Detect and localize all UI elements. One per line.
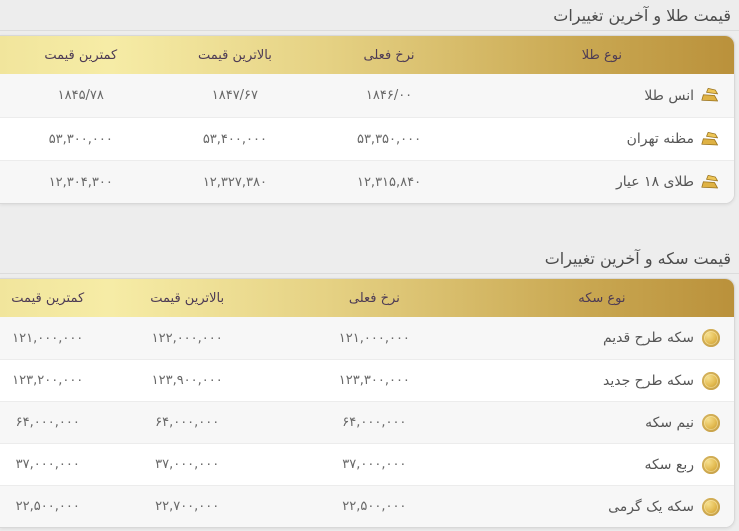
gold-type-label: طلای ۱۸ عیار [615, 174, 694, 190]
table-row-quarter-coin: ربع سکه ۳۷,۰۰۰,۰۰۰ ۳۷,۰۰۰,۰۰۰ ۳۷,۰۰۰,۰۰۰ [0, 443, 734, 485]
current-rate-value: ۱۲۳,۳۰۰,۰۰۰ [338, 373, 410, 388]
table-row-gold-ounce: انس طلا ۱۸۴۶/۰۰ ۱۸۴۷/۶۷ ۱۸۴۵/۷۸ [0, 74, 734, 117]
coin-table-body: سکه طرح قدیم ۱۲۱,۰۰۰,۰۰۰ ۱۲۲,۰۰۰,۰۰۰ ۱۲۱… [0, 317, 734, 527]
coin-table-title: قیمت سکه و آخرین تغییرات [0, 243, 739, 274]
gold-coin-icon [701, 413, 720, 432]
highest-price-value: ۱۲,۳۲۷,۳۸۰ [202, 174, 267, 190]
column-header-gold-type: نوع طلا [581, 47, 623, 63]
gold-coin-icon [701, 497, 720, 516]
gold-coin-icon [701, 371, 720, 390]
gold-table-body: انس طلا ۱۸۴۶/۰۰ ۱۸۴۷/۶۷ ۱۸۴۵/۷۸ مظنه تهر… [0, 74, 734, 203]
current-rate-value: ۱۲۱,۰۰۰,۰۰۰ [338, 330, 410, 346]
highest-price-value: ۱۲۲,۰۰۰,۰۰۰ [151, 330, 223, 346]
coin-type-label: نیم سکه [645, 414, 694, 431]
highest-price-value: ۵۳,۴۰۰,۰۰۰ [202, 131, 267, 147]
coin-type-label: سکه طرح جدید [602, 372, 694, 389]
gold-table-header-row: نوع طلا نرخ فعلی بالاترین قیمت کمترین قی… [0, 36, 734, 74]
current-rate-value: ۳۷,۰۰۰,۰۰۰ [342, 457, 407, 472]
coin-table-header-row: نوع سکه نرخ فعلی بالاترین قیمت کمترین قی… [0, 279, 734, 317]
lowest-price-value: ۱۲,۳۰۴,۳۰۰ [48, 174, 113, 190]
current-rate-value: ۱۸۴۶/۰۰ [365, 88, 413, 103]
coin-price-table: نوع سکه نرخ فعلی بالاترین قیمت کمترین قی… [0, 278, 735, 528]
column-header-current-rate: نرخ فعلی [363, 47, 415, 63]
column-header-current-rate: نرخ فعلی [348, 290, 400, 306]
coin-type-label: سکه یک گرمی [608, 498, 694, 515]
highest-price-value: ۱۲۳,۹۰۰,۰۰۰ [151, 373, 223, 388]
column-header-highest-price: بالاترین قیمت [197, 47, 272, 63]
highest-price-value: ۳۷,۰۰۰,۰۰۰ [155, 457, 220, 472]
lowest-price-value: ۱۸۴۵/۷۸ [57, 88, 104, 103]
gold-table-title: قیمت طلا و آخرین تغییرات [0, 0, 739, 31]
lowest-price-value: ۲۲,۵۰۰,۰۰۰ [15, 499, 80, 514]
gold-price-table: نوع طلا نرخ فعلی بالاترین قیمت کمترین قی… [0, 35, 735, 204]
lowest-price-value: ۳۷,۰۰۰,۰۰۰ [15, 457, 80, 472]
highest-price-value: ۱۸۴۷/۶۷ [211, 88, 259, 103]
column-header-lowest-price: کمترین قیمت [11, 290, 85, 306]
coin-type-label: سکه طرح قدیم [602, 330, 694, 346]
gold-coin-icon [701, 329, 720, 348]
column-header-coin-type: نوع سکه [578, 290, 626, 306]
lowest-price-value: ۱۲۳,۲۰۰,۰۰۰ [12, 373, 84, 388]
column-header-highest-price: بالاترین قیمت [150, 290, 225, 306]
table-row-coin-new-design: سکه طرح جدید ۱۲۳,۳۰۰,۰۰۰ ۱۲۳,۹۰۰,۰۰۰ ۱۲۳… [0, 359, 734, 401]
table-row-half-coin: نیم سکه ۶۴,۰۰۰,۰۰۰ ۶۴,۰۰۰,۰۰۰ ۶۴,۰۰۰,۰۰۰ [0, 401, 734, 443]
gold-bars-icon [701, 173, 720, 192]
highest-price-value: ۲۲,۷۰۰,۰۰۰ [155, 499, 220, 514]
gold-coin-icon [701, 455, 720, 474]
current-rate-value: ۵۳,۳۵۰,۰۰۰ [356, 131, 422, 147]
table-row-gold-18k: طلای ۱۸ عیار ۱۲,۳۱۵,۸۴۰ ۱۲,۳۲۷,۳۸۰ ۱۲,۳۰… [0, 160, 734, 203]
current-rate-value: ۲۲,۵۰۰,۰۰۰ [342, 499, 407, 514]
lowest-price-value: ۵۳,۳۰۰,۰۰۰ [48, 131, 113, 147]
coin-type-label: ربع سکه [644, 456, 694, 473]
lowest-price-value: ۱۲۱,۰۰۰,۰۰۰ [12, 330, 84, 346]
table-row-coin-old-design: سکه طرح قدیم ۱۲۱,۰۰۰,۰۰۰ ۱۲۲,۰۰۰,۰۰۰ ۱۲۱… [0, 317, 734, 359]
current-rate-value: ۶۴,۰۰۰,۰۰۰ [342, 415, 407, 430]
gold-type-label: مظنه تهران [626, 131, 694, 147]
gold-bars-icon [701, 86, 720, 105]
table-row-one-gram-coin: سکه یک گرمی ۲۲,۵۰۰,۰۰۰ ۲۲,۷۰۰,۰۰۰ ۲۲,۵۰۰… [0, 485, 734, 527]
current-rate-value: ۱۲,۳۱۵,۸۴۰ [356, 174, 422, 190]
lowest-price-value: ۶۴,۰۰۰,۰۰۰ [15, 415, 80, 430]
column-header-lowest-price: کمترین قیمت [44, 47, 118, 63]
gold-type-label: انس طلا [644, 87, 694, 104]
highest-price-value: ۶۴,۰۰۰,۰۰۰ [155, 415, 220, 430]
table-row-tehran-mazaneh: مظنه تهران ۵۳,۳۵۰,۰۰۰ ۵۳,۴۰۰,۰۰۰ ۵۳,۳۰۰,… [0, 117, 734, 160]
gold-bars-icon [701, 130, 720, 149]
